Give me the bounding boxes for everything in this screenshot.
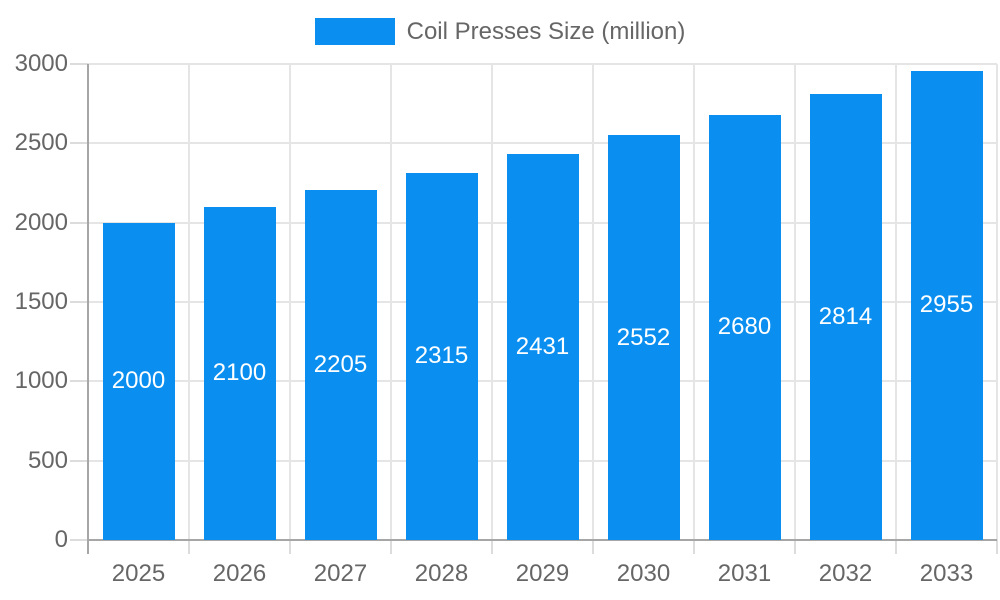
bar-value-label: 2205: [313, 350, 368, 378]
y-axis-tick: [70, 142, 88, 145]
x-axis-tick: [693, 540, 695, 554]
y-axis-tick-label: 0: [54, 526, 68, 553]
bar-2029[interactable]: 2431: [506, 154, 579, 540]
x-axis-tick-label: 2026: [212, 560, 267, 587]
x-axis-tick: [188, 540, 190, 554]
bar-value-label: 2680: [717, 313, 772, 341]
x-axis-line: [88, 539, 997, 541]
bar-value-label: 2955: [919, 291, 974, 319]
y-axis-tick-label: 3000: [14, 50, 68, 77]
y-axis-tick-label: 500: [27, 446, 68, 474]
x-axis-tick-label: 2025: [111, 560, 166, 587]
y-axis-tick-label: 1000: [14, 367, 68, 395]
x-axis-tick-label: 2033: [919, 560, 974, 587]
bar-value-label: 2814: [818, 302, 873, 330]
y-axis-tick: [70, 221, 88, 224]
gridline-vertical: [794, 64, 796, 540]
x-axis-tick: [996, 540, 998, 554]
x-axis-tick-label: 2031: [717, 560, 772, 587]
gridline-vertical: [996, 64, 998, 540]
x-axis-tick-label: 2029: [515, 560, 570, 587]
bar-value-label: 2315: [414, 342, 469, 370]
bar-2027[interactable]: 2205: [304, 190, 377, 540]
gridline-vertical: [693, 64, 695, 540]
y-axis-tick-label: 2000: [14, 208, 68, 236]
y-axis-tick: [70, 539, 88, 541]
legend-label: Coil Presses Size (million): [406, 18, 686, 45]
bar-2030[interactable]: 2552: [607, 135, 680, 540]
x-axis-tick: [491, 540, 493, 554]
legend-swatch: [314, 18, 395, 45]
bar-2031[interactable]: 2680: [708, 114, 781, 540]
bar-2033[interactable]: 2955: [910, 71, 983, 540]
bar-2025[interactable]: 2000: [102, 222, 175, 540]
bar-2032[interactable]: 2814: [809, 93, 882, 540]
bar-2026[interactable]: 2100: [203, 206, 276, 540]
x-axis-tick: [592, 540, 594, 554]
x-axis-tick-label: 2030: [616, 560, 671, 587]
y-axis-tick: [70, 380, 88, 383]
x-axis-tick: [794, 540, 796, 554]
gridline-vertical: [390, 64, 392, 540]
y-axis-tick: [70, 63, 88, 65]
x-axis-tick: [895, 540, 897, 554]
gridline-vertical: [592, 64, 594, 540]
x-axis-tick: [390, 540, 392, 554]
bar-value-label: 2431: [515, 333, 570, 361]
legend[interactable]: Coil Presses Size (million): [0, 18, 1000, 45]
bar-value-label: 2000: [111, 367, 166, 395]
y-axis-line: [87, 64, 89, 554]
x-axis-tick-label: 2027: [313, 560, 368, 587]
x-axis-tick-label: 2028: [414, 560, 469, 587]
gridline-horizontal: [88, 142, 997, 145]
x-axis-tick-label: 2032: [818, 560, 873, 587]
y-axis-tick: [70, 301, 88, 303]
y-axis-tick-label: 1500: [14, 288, 68, 315]
y-axis-tick: [70, 459, 88, 462]
gridline-vertical: [895, 64, 897, 540]
y-axis-tick-label: 2500: [14, 129, 68, 157]
bar-value-label: 2100: [212, 359, 267, 387]
gridline-horizontal: [88, 63, 997, 65]
gridline-vertical: [188, 64, 190, 540]
gridline-vertical: [289, 64, 291, 540]
bar-2028[interactable]: 2315: [405, 172, 478, 540]
gridline-vertical: [491, 64, 493, 540]
bar-value-label: 2552: [616, 323, 671, 351]
x-axis-tick: [289, 540, 291, 554]
